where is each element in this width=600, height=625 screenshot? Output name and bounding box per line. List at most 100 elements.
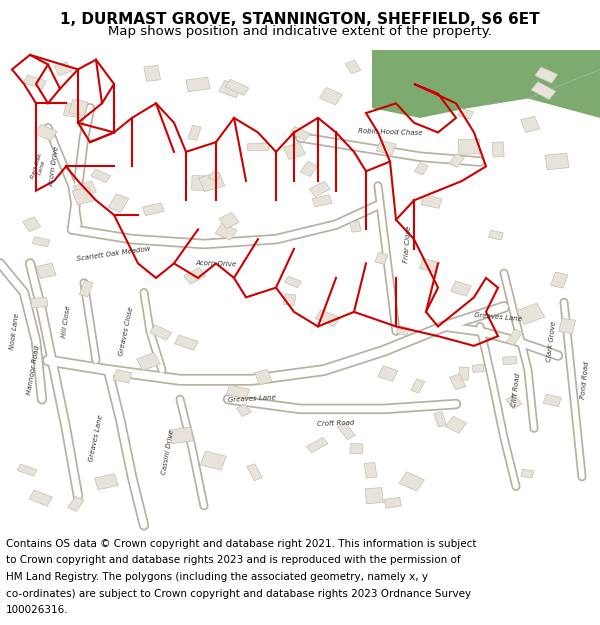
Text: 1, DURMAST GROVE, STANNINGTON, SHEFFIELD, S6 6ET: 1, DURMAST GROVE, STANNINGTON, SHEFFIELD… xyxy=(60,12,540,28)
Bar xyxy=(421,195,442,208)
Text: 100026316.: 100026316. xyxy=(6,605,68,615)
Bar xyxy=(186,77,210,92)
Bar xyxy=(337,422,355,439)
Bar xyxy=(17,464,37,476)
Bar xyxy=(91,169,110,182)
Bar xyxy=(236,404,251,416)
Bar xyxy=(143,203,164,216)
Text: Acorn Drive: Acorn Drive xyxy=(48,146,60,187)
Bar xyxy=(137,352,160,371)
Polygon shape xyxy=(372,50,600,118)
Text: Greaves Lane: Greaves Lane xyxy=(474,312,522,322)
Bar xyxy=(72,187,94,205)
Text: co-ordinates) are subject to Crown copyright and database rights 2023 Ordnance S: co-ordinates) are subject to Crown copyr… xyxy=(6,589,471,599)
Bar xyxy=(34,124,57,141)
Text: Croft Road: Croft Road xyxy=(317,420,355,427)
Bar xyxy=(79,281,93,297)
Bar xyxy=(545,153,569,170)
Bar xyxy=(451,281,471,296)
Bar xyxy=(543,394,562,406)
Bar xyxy=(449,374,466,390)
Bar xyxy=(113,369,132,383)
Bar xyxy=(350,221,361,232)
Text: Clark Grove: Clark Grove xyxy=(547,320,557,362)
Bar xyxy=(396,326,410,336)
Bar xyxy=(445,416,467,433)
Bar xyxy=(399,472,424,491)
Bar xyxy=(551,272,568,288)
Bar xyxy=(108,194,129,212)
Bar xyxy=(184,268,206,284)
Bar xyxy=(350,443,363,454)
Bar xyxy=(175,335,198,351)
Text: Greaves Lane: Greaves Lane xyxy=(88,414,104,462)
Bar xyxy=(535,67,558,83)
Bar xyxy=(458,109,473,119)
Text: Contains OS data © Crown copyright and database right 2021. This information is : Contains OS data © Crown copyright and d… xyxy=(6,539,476,549)
Bar xyxy=(219,213,239,229)
Bar xyxy=(492,142,504,157)
Text: Scarlett Oak Meadow: Scarlett Oak Meadow xyxy=(77,246,151,262)
Bar xyxy=(73,181,97,198)
Bar xyxy=(54,62,71,76)
Bar xyxy=(300,161,317,176)
Bar xyxy=(521,116,539,132)
Text: Robin Hood Chase: Robin Hood Chase xyxy=(358,128,422,137)
Bar xyxy=(284,276,301,288)
Bar xyxy=(415,162,428,175)
Bar xyxy=(458,139,479,154)
Bar xyxy=(419,258,440,272)
Bar xyxy=(68,496,84,511)
Text: Friar Close: Friar Close xyxy=(403,225,413,263)
Bar xyxy=(531,82,556,100)
Bar xyxy=(219,81,242,98)
Bar xyxy=(169,427,193,444)
Text: Hannoor Road: Hannoor Road xyxy=(26,345,40,395)
Bar xyxy=(345,60,361,74)
Bar xyxy=(23,217,41,232)
Bar xyxy=(312,195,332,207)
Bar xyxy=(364,462,377,478)
Bar xyxy=(506,395,522,409)
Bar xyxy=(458,367,469,380)
Bar xyxy=(23,75,46,89)
Text: Cassini Drive: Cassini Drive xyxy=(161,429,175,476)
Text: Greaves Lane: Greaves Lane xyxy=(228,395,276,404)
Text: Cliff Road: Cliff Road xyxy=(511,372,521,407)
Bar xyxy=(411,379,425,393)
Bar xyxy=(488,231,503,240)
Bar xyxy=(200,451,226,470)
Bar xyxy=(502,356,517,365)
Bar xyxy=(378,366,398,381)
Bar xyxy=(283,294,296,306)
Bar xyxy=(69,99,88,116)
Bar xyxy=(29,490,52,506)
Bar xyxy=(247,464,262,481)
Text: Greaves Close: Greaves Close xyxy=(118,306,134,356)
Bar xyxy=(191,176,209,191)
Bar xyxy=(248,144,269,151)
Text: Red Oak
Lane: Red Oak Lane xyxy=(30,152,48,181)
Bar xyxy=(31,297,48,308)
Bar xyxy=(319,88,343,105)
Bar xyxy=(521,469,534,478)
Bar xyxy=(64,103,88,119)
Bar xyxy=(283,142,305,159)
Bar xyxy=(215,223,237,240)
Bar xyxy=(32,237,50,247)
Bar xyxy=(255,369,272,385)
Bar xyxy=(517,303,545,324)
Bar xyxy=(290,126,310,141)
Bar xyxy=(208,171,221,181)
Text: Acorn Drive: Acorn Drive xyxy=(196,259,236,267)
Bar xyxy=(559,318,575,334)
Bar xyxy=(376,140,396,155)
Bar xyxy=(149,325,172,340)
Text: Nook Lane: Nook Lane xyxy=(10,312,20,350)
Text: HM Land Registry. The polygons (including the associated geometry, namely x, y: HM Land Registry. The polygons (includin… xyxy=(6,572,428,582)
Polygon shape xyxy=(528,69,600,118)
Text: Pond Road: Pond Road xyxy=(580,361,590,399)
Bar xyxy=(434,412,446,427)
Bar xyxy=(307,438,328,452)
Bar xyxy=(316,310,340,326)
